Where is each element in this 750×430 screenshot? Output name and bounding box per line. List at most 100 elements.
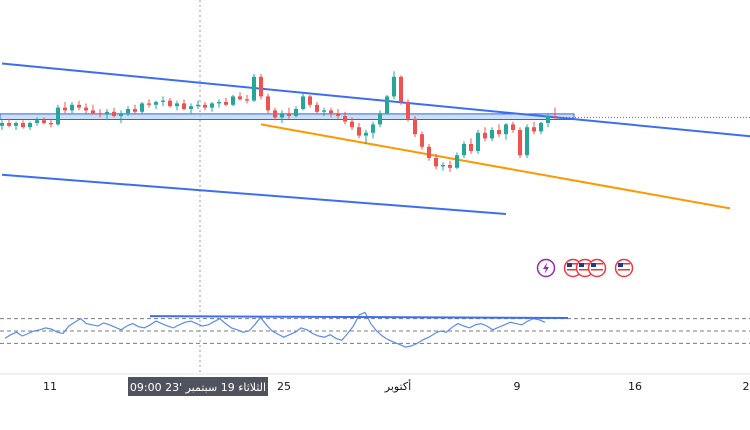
candle[interactable] [336,109,340,119]
lightning-icon[interactable] [536,258,556,278]
candle[interactable] [266,93,270,114]
candle[interactable] [469,138,473,154]
candle[interactable] [434,153,438,170]
candle[interactable] [504,123,508,140]
candle[interactable] [238,92,242,101]
candle[interactable] [182,99,186,111]
candle[interactable] [546,113,550,128]
candle[interactable] [427,144,431,161]
candle[interactable] [483,127,487,142]
candle[interactable] [378,110,382,128]
candle-body [329,110,333,114]
candle[interactable] [420,131,424,150]
candle[interactable] [91,104,95,115]
candle[interactable] [98,109,102,118]
candle[interactable] [147,99,151,108]
candle[interactable] [56,104,60,126]
oscillator-line[interactable] [4,311,546,348]
candle[interactable] [532,121,536,135]
candle[interactable] [511,121,515,133]
candle[interactable] [350,117,354,130]
candle[interactable] [63,102,67,114]
candle[interactable] [441,162,445,171]
candle[interactable] [105,109,109,121]
oscillator-panel[interactable] [0,311,750,348]
price-panel[interactable] [0,62,750,215]
candle[interactable] [0,120,4,130]
candle[interactable] [476,130,480,154]
candle[interactable] [259,74,263,100]
candle[interactable] [448,160,452,172]
candle[interactable] [371,121,375,139]
candle[interactable] [385,95,389,115]
candle[interactable] [399,75,403,105]
candle[interactable] [28,121,32,130]
candle[interactable] [14,121,18,130]
channel-lower-trendline[interactable] [1,173,507,215]
candle[interactable] [77,100,81,111]
candle[interactable] [189,103,193,114]
candle[interactable] [49,118,53,128]
candle[interactable] [126,106,130,116]
candle[interactable] [70,102,74,114]
candle[interactable] [490,127,494,142]
candle[interactable] [42,117,46,125]
candle[interactable] [315,102,319,114]
candle[interactable] [245,95,249,104]
candle[interactable] [154,100,158,109]
candle[interactable] [329,107,333,118]
candle-body [476,132,480,151]
candle[interactable] [196,100,200,109]
candle[interactable] [84,103,88,114]
candle[interactable] [217,99,221,108]
candle[interactable] [119,110,123,123]
candle[interactable] [112,107,116,118]
candle[interactable] [539,121,543,135]
candle[interactable] [287,107,291,119]
candle[interactable] [224,97,228,107]
candle[interactable] [357,123,361,139]
candle[interactable] [210,102,214,112]
candle[interactable] [7,118,11,128]
candle-body [406,102,410,119]
candle[interactable] [280,110,284,123]
candle[interactable] [518,127,522,158]
oscillator-resistance-line[interactable] [149,315,569,319]
us-flag-icon[interactable] [614,258,634,278]
candle[interactable] [35,117,39,126]
event-icons-group[interactable] [536,258,634,278]
candle[interactable] [273,107,277,121]
candle[interactable] [455,152,459,170]
candle[interactable] [553,107,557,119]
candle[interactable] [21,120,25,129]
candle[interactable] [140,102,144,114]
candle[interactable] [252,74,256,102]
candle-body [504,124,508,135]
candle[interactable] [168,97,172,108]
support-trendline[interactable] [260,123,731,210]
us-flag-icon[interactable] [587,258,607,278]
candle[interactable] [392,71,396,100]
candle[interactable] [203,102,207,111]
time-axis-tick-label: 25 [277,380,291,393]
candle[interactable] [294,106,298,118]
candle[interactable] [413,116,417,137]
candle[interactable] [343,111,347,125]
candle[interactable] [322,107,326,116]
candle[interactable] [497,124,501,137]
candle[interactable] [406,99,410,122]
candle[interactable] [308,95,312,108]
candle[interactable] [462,141,466,158]
time-axis[interactable]: 11 25 أكتوبر 9 16 2 الثلاثاء 19 سبتمبر '23 09:… [43,377,750,396]
candle[interactable] [175,100,179,111]
candle[interactable] [301,93,305,111]
candle[interactable] [133,104,137,115]
crosshair-time-label: الثلاثاء 19 سبتمبر '23 09:00 [128,377,268,396]
candle[interactable] [161,96,165,107]
candle-body [112,111,116,116]
candle[interactable] [525,124,529,158]
candle-body [525,127,529,156]
candle[interactable] [231,95,235,107]
candle[interactable] [364,130,368,144]
